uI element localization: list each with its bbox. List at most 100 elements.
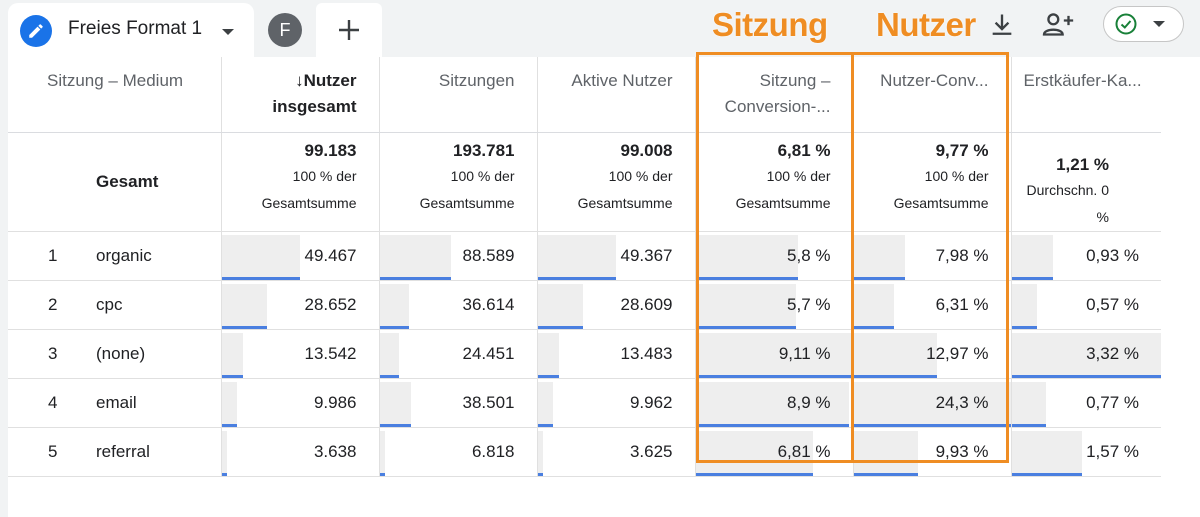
value-bar (379, 430, 385, 473)
row-medium[interactable]: email (96, 392, 137, 412)
metric-value: 28.652 (304, 294, 357, 314)
metric-value: 24,3 % (935, 392, 989, 412)
table-row: 3 (none) 13.542 24.451 13.483 9,11 % 12,97 % 3,… (8, 329, 1161, 379)
metric-value: 0,77 % (1086, 392, 1139, 412)
row-medium[interactable]: organic (96, 245, 152, 265)
edit-pencil-icon[interactable] (20, 15, 52, 47)
total-cell: 9,77 % 100 % der Gesamtsumme (853, 132, 1012, 232)
table-row: 4 email 9.986 38.501 9.962 8,9 % 24,3 % 0,77 % (8, 378, 1161, 428)
value-bar (537, 381, 554, 424)
value-bar (537, 234, 616, 277)
value-bar-underline (853, 472, 918, 476)
metric-cell: 9.986 (221, 378, 380, 428)
value-bar (537, 430, 544, 473)
metric-value: 3.625 (629, 441, 673, 461)
caret-down-icon (1153, 21, 1165, 27)
value-bar-underline (695, 325, 796, 329)
metric-cell: 8,9 % (695, 378, 854, 428)
metric-cell: 0,77 % (1011, 378, 1161, 428)
value-bar (695, 283, 796, 326)
caret-down-icon[interactable] (220, 24, 236, 42)
row-index: 1 (48, 245, 58, 265)
total-cell: 1,21 % Durchschn. 0 % (1011, 132, 1161, 232)
metric-cell: 13.542 (221, 329, 380, 379)
metric-cell: 12,97 % (853, 329, 1012, 379)
value-bar-underline (379, 374, 400, 378)
value-bar (695, 234, 798, 277)
metric-cell: 38.501 (379, 378, 538, 428)
add-tab-button[interactable] (316, 3, 382, 57)
row-medium[interactable]: referral (96, 441, 150, 461)
value-bar (695, 381, 850, 424)
metric-cell: 88.589 (379, 231, 538, 281)
value-bar-underline (695, 423, 850, 427)
column-header-total-users[interactable]: ↓Nutzer insgesamt (221, 57, 380, 133)
metric-value: 24.451 (462, 343, 515, 363)
metric-cell: 0,93 % (1011, 231, 1161, 281)
row-index: 3 (48, 343, 58, 363)
row-dimension: 3 (none) (8, 329, 222, 379)
check-circle-icon (1115, 13, 1137, 35)
value-bar (537, 283, 583, 326)
row-medium[interactable]: cpc (96, 294, 123, 314)
value-bar-underline (537, 325, 583, 329)
value-bar-underline (1011, 276, 1054, 280)
metric-value: 5,7 % (787, 294, 831, 314)
value-bar-underline (853, 374, 937, 378)
value-bar (379, 332, 400, 375)
value-bar-underline (695, 472, 814, 476)
tab-avatar-f[interactable]: F (268, 13, 302, 47)
row-dimension: 5 referral (8, 427, 222, 477)
tab-bar: Freies Format 1 F (0, 0, 1200, 58)
metric-value: 9,93 % (935, 441, 989, 461)
metric-cell: 49.467 (221, 231, 380, 281)
total-cell: 99.183 100 % der Gesamtsumme (221, 132, 380, 232)
metric-cell: 7,98 % (853, 231, 1012, 281)
value-bar (1011, 381, 1046, 424)
value-bar (695, 430, 814, 473)
column-header-user-conversion[interactable]: Nutzer-Conv... (853, 57, 1012, 133)
column-header-first-buyers[interactable]: Erstkäufer-Ka... (1011, 57, 1161, 133)
metric-value: 3.638 (313, 441, 357, 461)
metric-cell: 3.638 (221, 427, 380, 477)
total-cell: 6,81 % 100 % der Gesamtsumme (695, 132, 854, 232)
dimension-header[interactable]: Sitzung – Medium (8, 57, 222, 133)
table-row: 5 referral 3.638 6.818 3.625 6,81 % 9,93 % 1,57… (8, 427, 1161, 477)
metric-value: 3,32 % (1086, 343, 1139, 363)
metric-cell: 6,31 % (853, 280, 1012, 330)
metric-cell: 24.451 (379, 329, 538, 379)
value-bar-underline (853, 423, 1011, 427)
value-bar (221, 234, 300, 277)
column-header-session-conversion[interactable]: Sitzung – Conversion-... (695, 57, 854, 133)
value-bar-underline (537, 423, 554, 427)
column-header-sessions[interactable]: Sitzungen (379, 57, 538, 133)
total-cell: 193.781 100 % der Gesamtsumme (379, 132, 538, 232)
value-bar-underline (853, 325, 895, 329)
metric-value: 13.542 (304, 343, 357, 363)
metric-cell: 0,57 % (1011, 280, 1161, 330)
value-bar-underline (221, 472, 228, 476)
value-bar (853, 430, 918, 473)
value-bar-underline (379, 472, 385, 476)
total-cell: 99.008 100 % der Gesamtsumme (537, 132, 696, 232)
metric-value: 49.467 (304, 245, 357, 265)
row-index: 4 (48, 392, 58, 412)
row-medium[interactable]: (none) (96, 343, 146, 363)
value-bar-underline (379, 325, 410, 329)
metric-value: 6,31 % (935, 294, 989, 314)
row-dimension: 1 organic (8, 231, 222, 281)
metric-value: 9,11 % (778, 343, 831, 363)
metric-value: 38.501 (462, 392, 515, 412)
status-menu[interactable] (1103, 6, 1184, 42)
value-bar-underline (695, 276, 798, 280)
value-bar (853, 283, 895, 326)
download-icon[interactable] (988, 11, 1016, 44)
value-bar (221, 430, 228, 473)
column-header-active-users[interactable]: Aktive Nutzer (537, 57, 696, 133)
metric-cell: 5,7 % (695, 280, 854, 330)
value-bar (1011, 234, 1054, 277)
tab-title: Freies Format 1 (68, 18, 203, 39)
tab-freies-format[interactable]: Freies Format 1 (8, 3, 254, 57)
value-bar-underline (1011, 325, 1037, 329)
share-user-icon[interactable] (1040, 10, 1076, 43)
